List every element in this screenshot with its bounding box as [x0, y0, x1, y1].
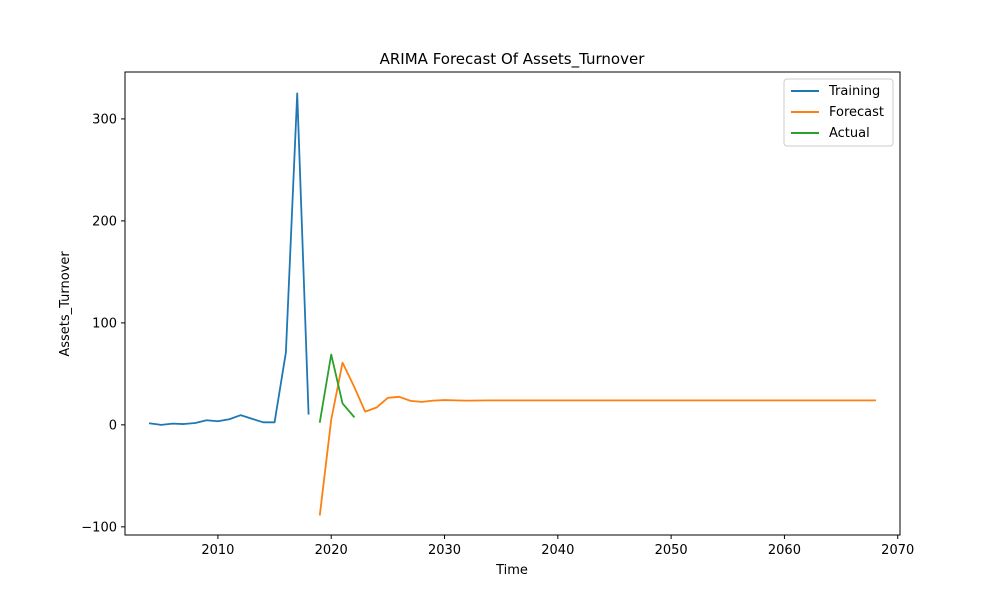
- x-tick-label: 2020: [315, 543, 348, 558]
- series-line-training: [148, 92, 310, 426]
- x-axis-label: Time: [495, 563, 528, 578]
- series-line-actual: [318, 353, 356, 423]
- series-line-forecast: [318, 361, 876, 516]
- x-tick-label: 2070: [881, 543, 914, 558]
- y-tick-label: 200: [92, 214, 117, 229]
- legend-label-training: Training: [828, 84, 880, 99]
- x-tick-label: 2050: [655, 543, 688, 558]
- y-tick-label: 300: [92, 112, 117, 127]
- legend-box: [783, 78, 894, 147]
- x-tick-label: 2060: [768, 543, 801, 558]
- x-tick-label: 2040: [541, 543, 574, 558]
- y-axis-label: Assets_Turnover: [58, 251, 73, 357]
- x-tick-label: 2010: [201, 543, 234, 558]
- y-axis-ticks: −100 0 100 200 300: [81, 112, 125, 535]
- y-tick-label: 0: [109, 418, 117, 433]
- legend: Training Forecast Actual: [783, 78, 894, 147]
- series-layer: [148, 92, 876, 516]
- y-tick-label: 100: [92, 316, 117, 331]
- x-axis-ticks: 2010 2020 2030 2040 2050 2060 2070: [201, 535, 914, 558]
- legend-label-forecast: Forecast: [829, 105, 884, 120]
- y-tick-label: −100: [81, 520, 117, 535]
- axes-frame: [124, 71, 901, 536]
- plot-area: [124, 71, 901, 536]
- legend-label-actual: Actual: [829, 126, 870, 141]
- chart-title: ARIMA Forecast Of Assets_Turnover: [380, 50, 646, 69]
- x-tick-label: 2030: [428, 543, 461, 558]
